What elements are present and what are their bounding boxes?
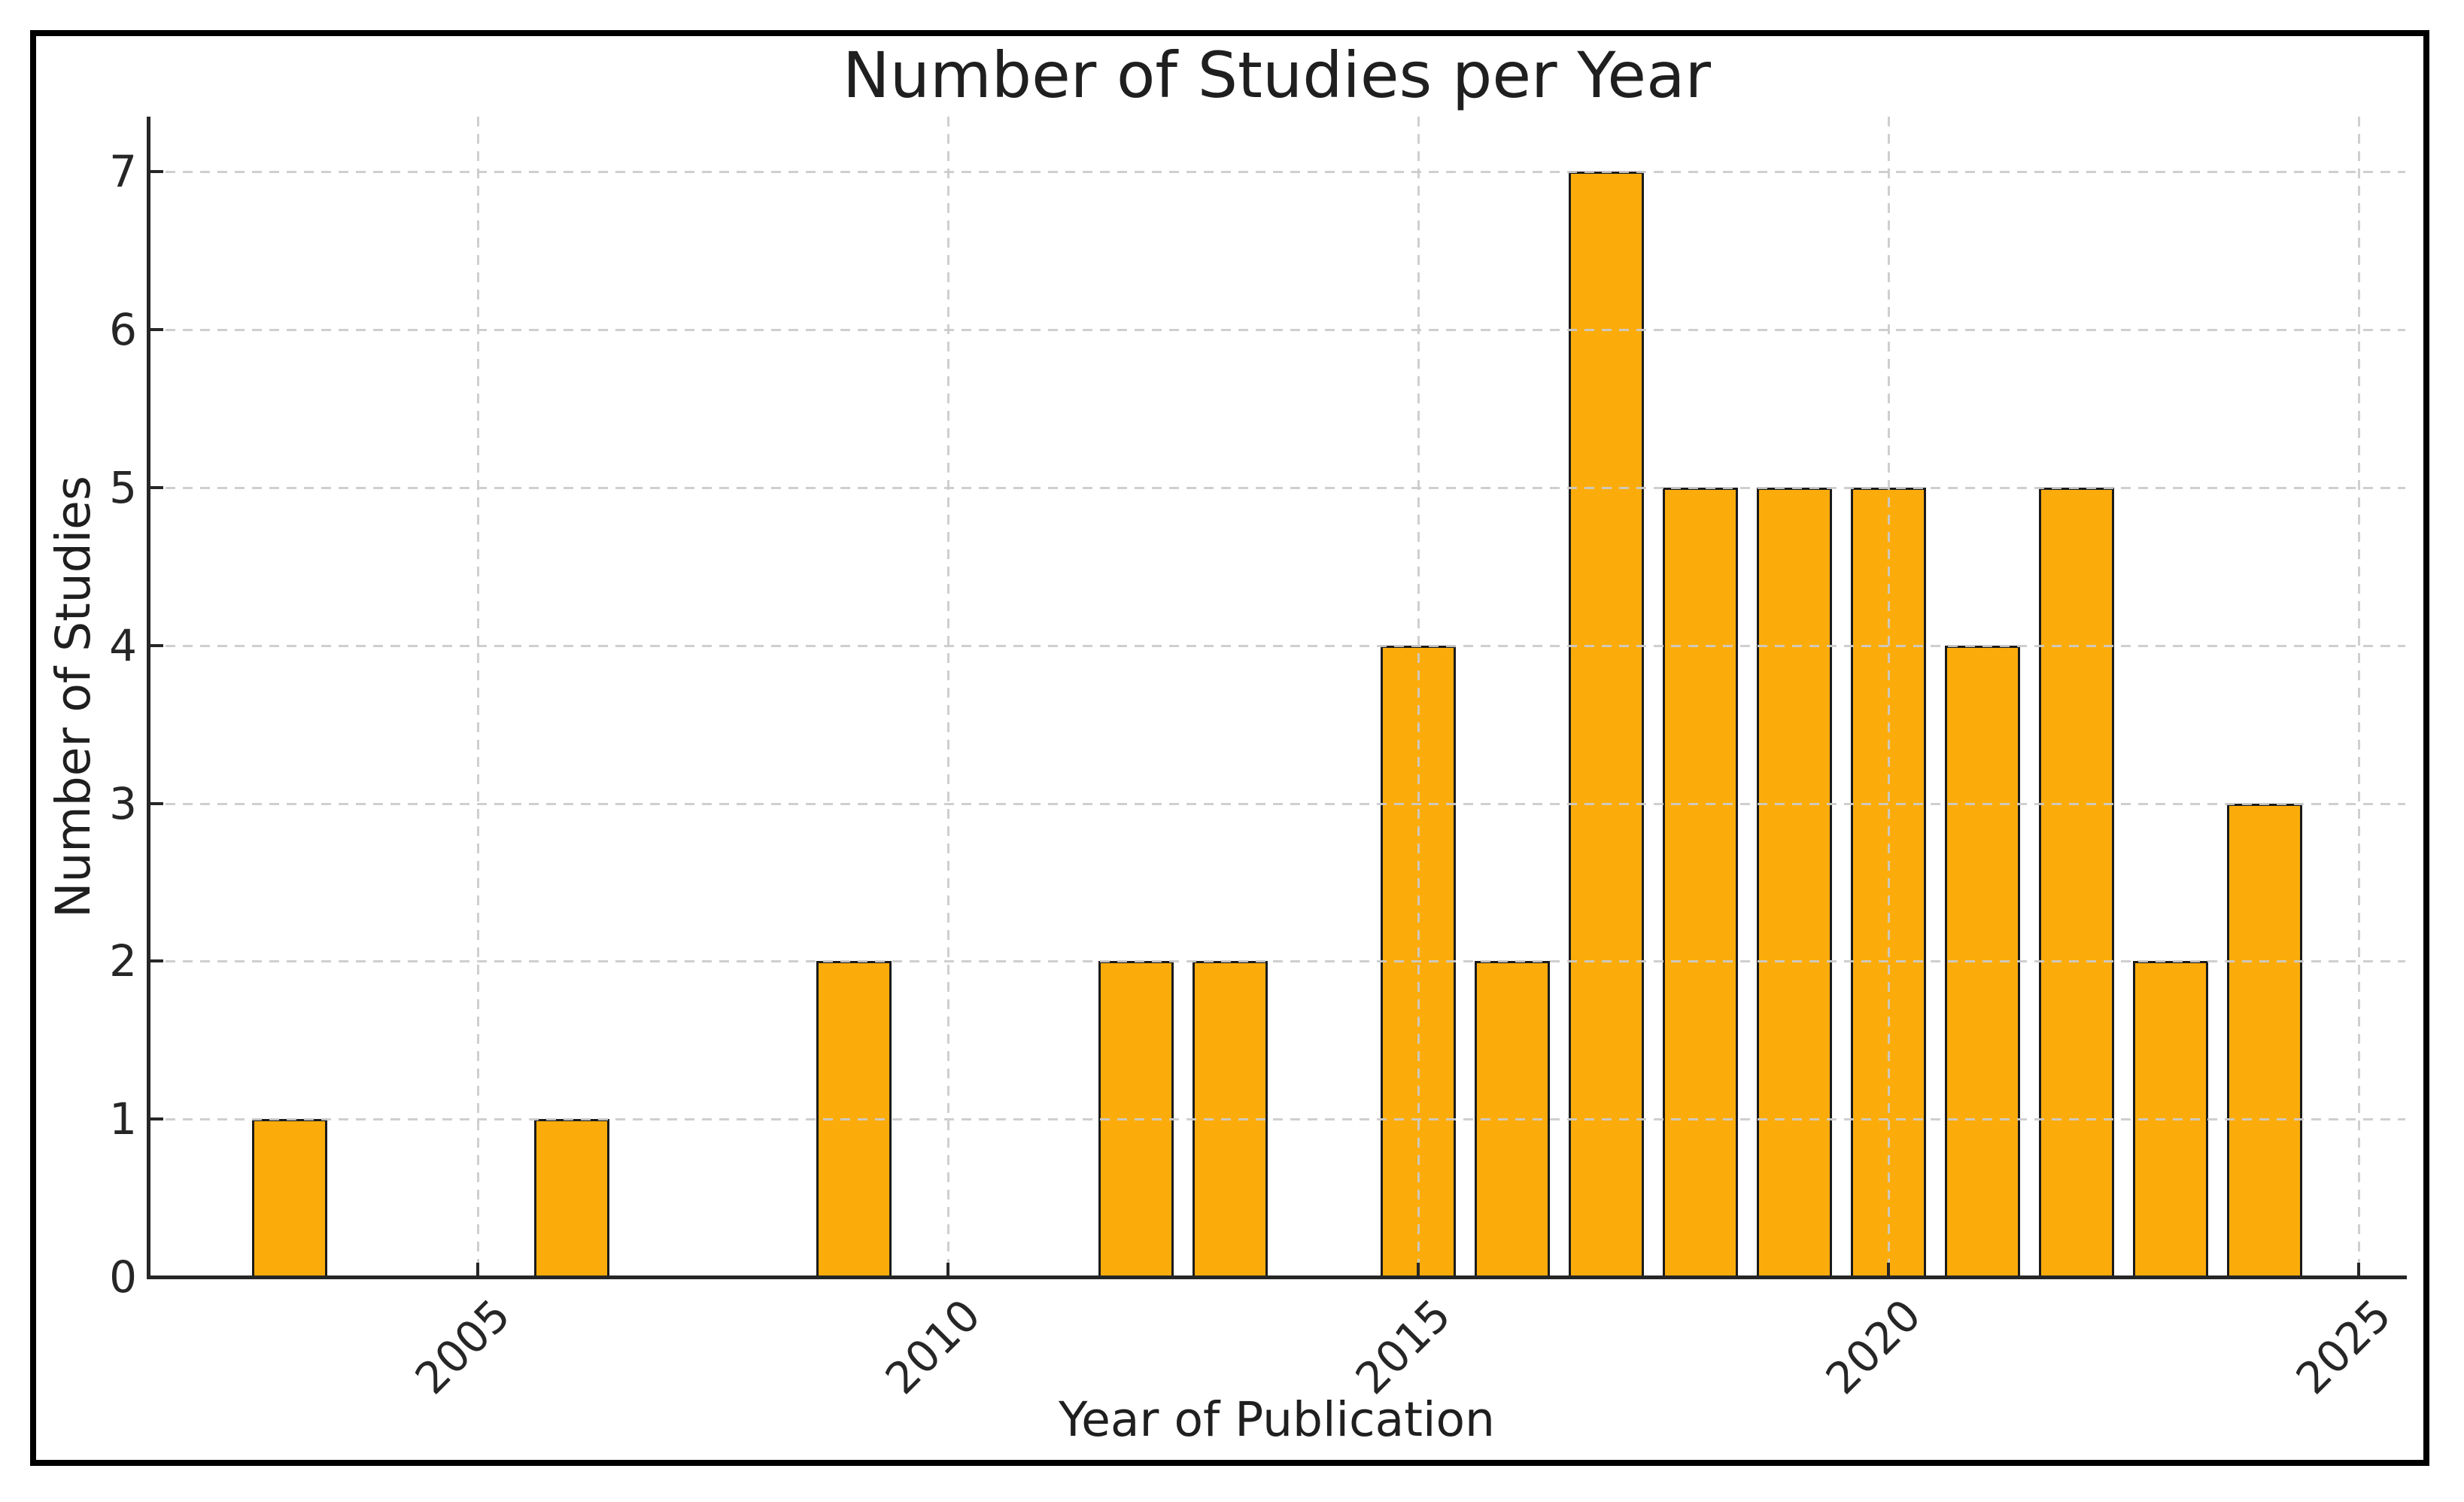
v-gridline-2025: [2357, 117, 2360, 1277]
x-tick-2010: [946, 1263, 949, 1275]
h-gridline-6: [148, 329, 2405, 332]
v-gridline-2005: [476, 117, 479, 1277]
y-tick-label-2: 2: [109, 935, 137, 987]
y-tick-label-7: 7: [109, 146, 137, 198]
y-axis-spine: [147, 117, 150, 1279]
bar-2012: [1098, 961, 1174, 1277]
y-tick-label-1: 1: [109, 1093, 137, 1145]
y-tick-5: [150, 486, 163, 490]
bar-2003: [251, 1119, 327, 1277]
bar-2019: [1756, 488, 1832, 1277]
y-tick-3: [150, 801, 163, 805]
y-tick-7: [150, 170, 163, 174]
bar-2024: [2226, 803, 2302, 1277]
x-tick-2005: [475, 1263, 479, 1275]
y-tick-label-3: 3: [109, 777, 137, 829]
y-tick-2: [150, 959, 163, 963]
y-tick-0: [150, 1275, 163, 1279]
plot-area: [147, 117, 2407, 1279]
bar-2015: [1380, 645, 1456, 1277]
bar-2006: [533, 1119, 609, 1277]
bar-2009: [816, 961, 892, 1277]
y-axis-label-wrap: Number of Studies: [46, 396, 101, 998]
bar-2021: [1944, 645, 2020, 1277]
bar-2018: [1662, 488, 1738, 1277]
bar-2017: [1568, 172, 1644, 1277]
y-tick-label-5: 5: [109, 462, 137, 514]
v-gridline-2010: [946, 117, 949, 1277]
y-tick-1: [150, 1117, 163, 1121]
y-tick-label-4: 4: [109, 619, 137, 671]
bar-2023: [2132, 961, 2208, 1277]
chart-title: Number of Studies per Year: [842, 38, 1712, 112]
y-tick-6: [150, 328, 163, 332]
y-axis-label: Number of Studies: [46, 476, 101, 918]
y-tick-label-6: 6: [109, 304, 137, 356]
y-tick-label-0: 0: [109, 1251, 137, 1303]
x-tick-2020: [1886, 1263, 1890, 1275]
bar-2013: [1192, 961, 1268, 1277]
x-axis-spine: [147, 1275, 2407, 1279]
bar-2016: [1474, 961, 1550, 1277]
figure-border: [30, 30, 2429, 1466]
x-axis-label: Year of Publication: [1059, 1392, 1495, 1447]
y-tick-4: [150, 643, 163, 647]
bar-2022: [2038, 488, 2114, 1277]
x-tick-2025: [2356, 1263, 2360, 1275]
h-gridline-7: [148, 171, 2405, 174]
bar-2020: [1850, 488, 1926, 1277]
x-tick-2015: [1416, 1263, 1420, 1275]
